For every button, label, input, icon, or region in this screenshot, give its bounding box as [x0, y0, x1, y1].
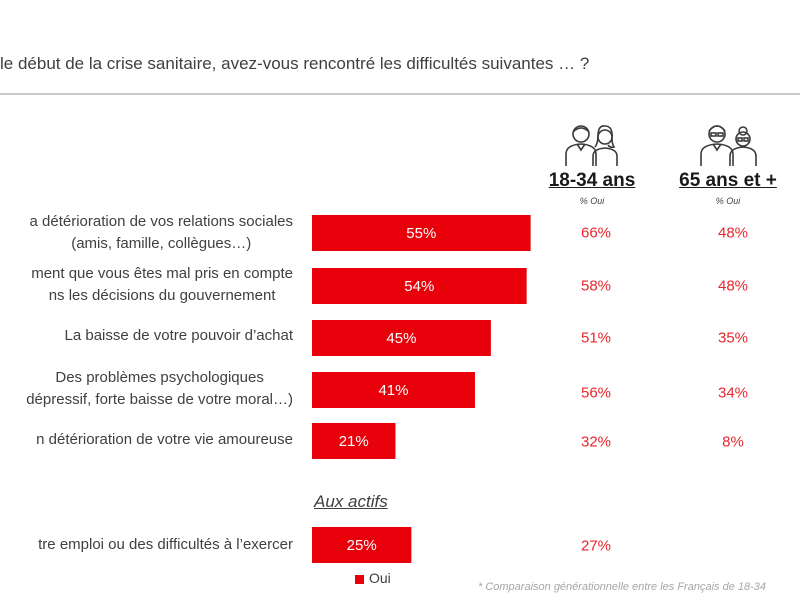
bar	[312, 268, 527, 304]
question-title: le début de la crise sanitaire, avez-vou…	[0, 54, 590, 73]
legend: Oui	[355, 570, 391, 586]
legend-label: Oui	[369, 570, 391, 586]
category-label: Des problèmes psychologiques dépressif, f…	[26, 369, 293, 408]
bar-value-label: 25%	[347, 537, 377, 554]
value-65-plus: 48%	[717, 277, 749, 295]
bar	[312, 372, 475, 408]
column-header-65-plus: 65 ans et +	[679, 170, 777, 191]
value-65-plus: 34%	[717, 384, 749, 402]
value-18-34: 32%	[580, 433, 612, 451]
bar	[312, 320, 491, 356]
bar	[312, 527, 412, 563]
value-18-34: 27%	[580, 537, 612, 555]
legend-swatch	[355, 574, 364, 584]
category-label: a détérioration de vos relations sociale…	[29, 213, 293, 252]
value-65-plus: 8%	[722, 433, 744, 451]
section-label-actifs: Aux actifs	[314, 492, 388, 511]
value-18-34: 51%	[580, 329, 612, 347]
value-18-34: 58%	[580, 277, 612, 295]
category-label: n détérioration de votre vie amoureuse	[36, 431, 293, 448]
value-18-34: 66%	[580, 224, 612, 242]
column-header-18-34: 18-34 ans	[548, 170, 636, 191]
bar-value-label: 45%	[386, 330, 416, 347]
value-65-plus: 35%	[717, 329, 749, 347]
title-divider	[0, 93, 800, 95]
category-label: La baisse de votre pouvoir d’achat	[64, 327, 293, 344]
bar-value-label: 55%	[406, 225, 436, 242]
column-subheader-18-34: % Oui	[579, 196, 605, 206]
bar	[312, 423, 396, 459]
elderly-couple-icon	[700, 125, 757, 166]
young-couple-icon	[565, 125, 618, 166]
bar-value-label: 21%	[339, 433, 369, 450]
category-label: tre emploi ou des difficultés à l’exerce…	[38, 536, 293, 553]
value-18-34: 56%	[580, 384, 612, 402]
bar	[312, 215, 531, 251]
category-label: ment que vous êtes mal pris en compte ns …	[31, 265, 293, 304]
value-65-plus: 48%	[717, 224, 749, 242]
bar-value-label: 54%	[404, 278, 434, 295]
column-subheader-65-plus: % Oui	[715, 196, 741, 206]
bar-value-label: 41%	[378, 382, 408, 399]
footnote: * Comparaison générationnelle entre les …	[478, 581, 767, 593]
